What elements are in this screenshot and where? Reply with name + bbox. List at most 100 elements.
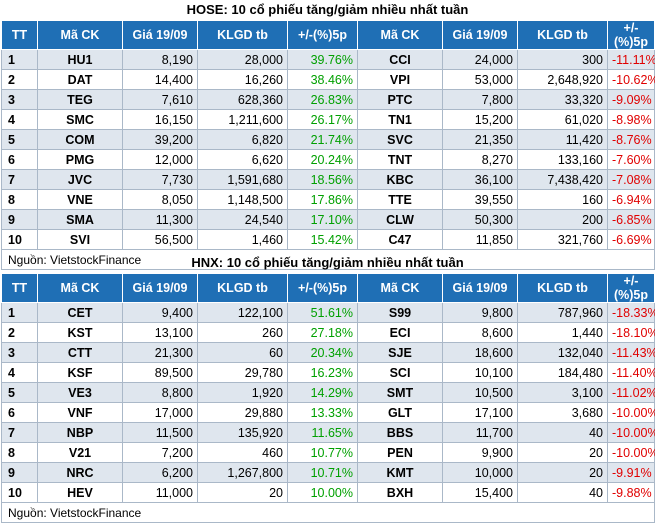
gainer-volume: 628,360: [197, 89, 288, 110]
row-number: 5: [1, 129, 38, 150]
loser-code: VPI: [357, 69, 443, 90]
row-number: 9: [1, 462, 38, 483]
loser-volume: 132,040: [517, 342, 608, 363]
gainer-volume: 28,000: [197, 49, 288, 70]
gainer-code: SMC: [37, 109, 123, 130]
table-row: 5 VE3 8,800 1,920 14.29% SMT 10,500 3,100 -11.02…: [1, 382, 655, 403]
col-header-loss-price: Giá 19/09: [442, 20, 518, 50]
gainer-volume: 1,148,500: [197, 189, 288, 210]
gainer-change: 10.00%: [287, 482, 358, 503]
col-header-gain-code: Mã CK: [37, 20, 123, 50]
gainer-code: KST: [37, 322, 123, 343]
loser-change: -9.09%: [607, 89, 655, 110]
gainer-price: 14,400: [122, 69, 198, 90]
gainer-volume: 20: [197, 482, 288, 503]
gainer-volume: 1,920: [197, 382, 288, 403]
loser-code: SMT: [357, 382, 443, 403]
gainer-code: TEG: [37, 89, 123, 110]
gainer-price: 17,000: [122, 402, 198, 423]
gainer-change: 26.83%: [287, 89, 358, 110]
col-header-gain-volume: KLGD tb: [197, 273, 288, 303]
gainer-code: JVC: [37, 169, 123, 190]
row-number: 1: [1, 49, 38, 70]
gainer-change: 14.29%: [287, 382, 358, 403]
loser-change: -10.00%: [607, 422, 655, 443]
gainer-code: DAT: [37, 69, 123, 90]
gainer-price: 8,800: [122, 382, 198, 403]
gainer-change: 13.33%: [287, 402, 358, 423]
loser-price: 15,200: [442, 109, 518, 130]
gainer-code: NBP: [37, 422, 123, 443]
hose-source-note: Nguồn: VietstockFinance: [1, 249, 655, 270]
table-row: 3 CTT 21,300 60 20.34% SJE 18,600 132,040 -11.43…: [1, 342, 655, 363]
loser-change: -9.88%: [607, 482, 655, 503]
table-row: 1 CET 9,400 122,100 51.61% S99 9,800 787,960 -18…: [1, 302, 655, 323]
loser-change: -11.43%: [607, 342, 655, 363]
gainer-volume: 16,260: [197, 69, 288, 90]
gainer-change: 15.42%: [287, 229, 358, 250]
gainer-volume: 260: [197, 322, 288, 343]
loser-price: 36,100: [442, 169, 518, 190]
gainer-price: 39,200: [122, 129, 198, 150]
hnx-header-row: TT Mã CK Giá 19/09 KLGD tb +/-(%)5p Mã C…: [1, 273, 655, 303]
loser-change: -8.98%: [607, 109, 655, 130]
gainer-code: KSF: [37, 362, 123, 383]
loser-volume: 1,440: [517, 322, 608, 343]
loser-price: 9,900: [442, 442, 518, 463]
gainer-price: 11,500: [122, 422, 198, 443]
table-row: 10 HEV 11,000 20 10.00% BXH 15,400 40 -9.88%: [1, 482, 655, 503]
loser-price: 10,100: [442, 362, 518, 383]
loser-volume: 3,100: [517, 382, 608, 403]
hose-header-row: TT Mã CK Giá 19/09 KLGD tb +/-(%)5p Mã C…: [1, 20, 655, 50]
gainer-change: 10.77%: [287, 442, 358, 463]
loser-code: PTC: [357, 89, 443, 110]
gainer-volume: 1,211,600: [197, 109, 288, 130]
loser-price: 10,500: [442, 382, 518, 403]
loser-change: -8.76%: [607, 129, 655, 150]
loser-code: BBS: [357, 422, 443, 443]
loser-price: 10,000: [442, 462, 518, 483]
loser-volume: 33,320: [517, 89, 608, 110]
loser-price: 24,000: [442, 49, 518, 70]
hose-title: HOSE: 10 cổ phiếu tăng/giảm nhiều nhất t…: [186, 2, 469, 17]
gainer-code: V21: [37, 442, 123, 463]
row-number: 3: [1, 342, 38, 363]
loser-volume: 321,760: [517, 229, 608, 250]
row-number: 10: [1, 482, 38, 503]
gainer-change: 39.76%: [287, 49, 358, 70]
loser-change: -10.00%: [607, 442, 655, 463]
gainer-volume: 122,100: [197, 302, 288, 323]
table-row: 8 V21 7,200 460 10.77% PEN 9,900 20 -10.00%: [1, 442, 655, 463]
col-header-loss-change: +/-(%)5p: [607, 273, 655, 303]
loser-price: 8,270: [442, 149, 518, 170]
gainer-change: 27.18%: [287, 322, 358, 343]
loser-volume: 133,160: [517, 149, 608, 170]
loser-volume: 20: [517, 442, 608, 463]
row-number: 6: [1, 149, 38, 170]
loser-code: SJE: [357, 342, 443, 363]
table-row: 7 JVC 7,730 1,591,680 18.56% KBC 36,100 7,438,4…: [1, 169, 655, 190]
loser-change: -6.69%: [607, 229, 655, 250]
hose-body: 1 HU1 8,190 28,000 39.76% CCI 24,000 300 -11.11%…: [1, 49, 655, 250]
table-row: 3 TEG 7,610 628,360 26.83% PTC 7,800 33,320 -9.0…: [1, 89, 655, 110]
gainer-volume: 1,267,800: [197, 462, 288, 483]
col-header-gain-change: +/-(%)5p: [287, 20, 358, 50]
loser-code: S99: [357, 302, 443, 323]
table-row: 1 HU1 8,190 28,000 39.76% CCI 24,000 300 -11.11%: [1, 49, 655, 70]
loser-code: CLW: [357, 209, 443, 230]
gainer-volume: 29,780: [197, 362, 288, 383]
loser-volume: 2,648,920: [517, 69, 608, 90]
gainer-code: VNE: [37, 189, 123, 210]
row-number: 2: [1, 322, 38, 343]
loser-volume: 11,420: [517, 129, 608, 150]
gainer-price: 7,610: [122, 89, 198, 110]
gainer-price: 11,300: [122, 209, 198, 230]
col-header-tt: TT: [1, 273, 38, 303]
row-number: 4: [1, 362, 38, 383]
row-number: 3: [1, 89, 38, 110]
col-header-gain-code: Mã CK: [37, 273, 123, 303]
loser-volume: 300: [517, 49, 608, 70]
loser-change: -11.02%: [607, 382, 655, 403]
gainer-change: 20.34%: [287, 342, 358, 363]
gainer-volume: 1,591,680: [197, 169, 288, 190]
